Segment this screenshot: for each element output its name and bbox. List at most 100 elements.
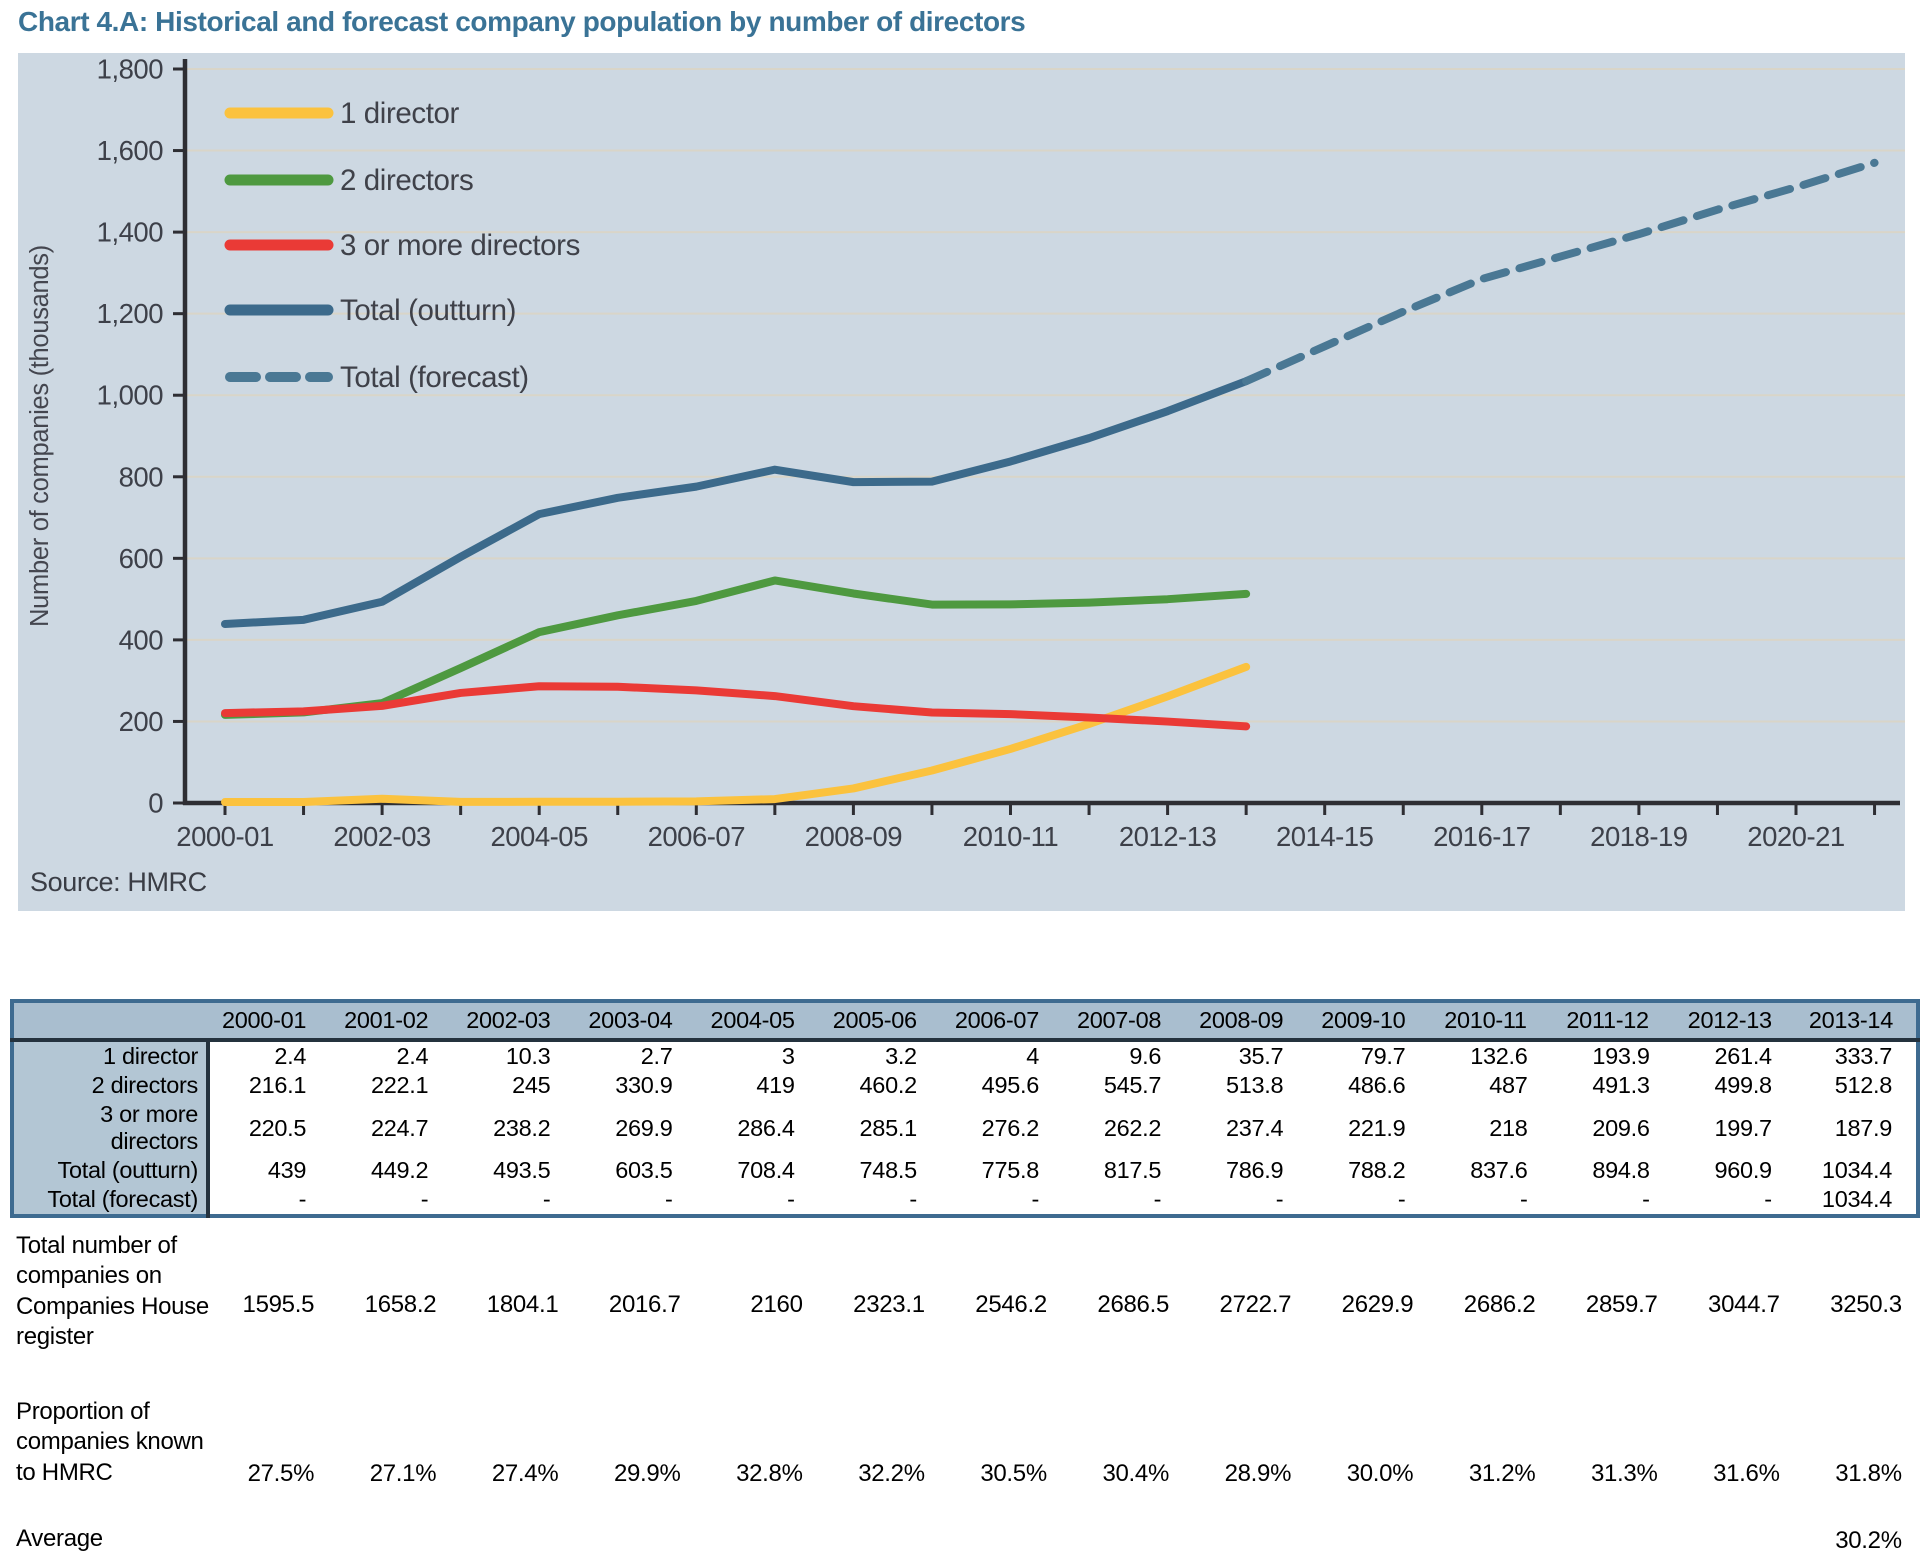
series-3-or-more-directors bbox=[221, 682, 1251, 731]
legend-label: Total (forecast) bbox=[340, 361, 529, 394]
table-row: Total (forecast) - - - - - - - - - - - - -1034.4 bbox=[12, 1185, 1918, 1216]
row-label: 1 director bbox=[12, 1040, 210, 1071]
y-tick-label: 800 bbox=[119, 461, 164, 492]
summary-cell: 31.6% bbox=[1713, 1460, 1780, 1488]
x-tick-label: 2000-01 bbox=[176, 821, 273, 852]
chart-panel: 0 200 400 600 800 1,000 1,200 1,400 1,600 1,800 20… bbox=[18, 53, 1905, 911]
summary-cell: 31.2% bbox=[1468, 1460, 1536, 1488]
table-cell: - bbox=[452, 1185, 575, 1216]
summary-cell: 31.3% bbox=[1590, 1460, 1658, 1488]
table-header-row: 2000-01 2001-02 2002-03 2003-04 2004-05 2005-… bbox=[12, 1001, 1918, 1042]
summary-row-values: 27.5% 27.1% 27.4% 29.9% 32.8% 32.2% 30.5% 30.4%… bbox=[216, 1460, 1926, 1488]
table-cell: 837.6 bbox=[1429, 1156, 1552, 1185]
table-cell: 788.2 bbox=[1307, 1156, 1430, 1185]
table-cell: 2.4 bbox=[208, 1040, 331, 1071]
table-cell: 333.7 bbox=[1795, 1040, 1918, 1071]
series-total-forecast- bbox=[1242, 158, 1879, 386]
summary-cell bbox=[705, 1527, 827, 1555]
row-label: Total (outturn) bbox=[12, 1156, 210, 1185]
summary-cell bbox=[827, 1527, 949, 1555]
table-cell: - bbox=[940, 1185, 1063, 1216]
summary-row: Total number of companies on Companies H… bbox=[10, 1231, 1920, 1353]
summary-cell: 2546.2 bbox=[975, 1290, 1047, 1318]
summary-cell: 3250.3 bbox=[1830, 1290, 1902, 1318]
table-cell: 220.5 bbox=[208, 1100, 331, 1156]
table-cell: 262.2 bbox=[1062, 1100, 1186, 1156]
table-cell: 495.6 bbox=[940, 1071, 1063, 1100]
table-cell: 2.4 bbox=[330, 1040, 453, 1071]
summary-cell bbox=[460, 1527, 582, 1555]
table-cell: - bbox=[1551, 1185, 1674, 1216]
table-cell: 10.3 bbox=[452, 1040, 575, 1071]
table-row: Total (outturn) 439 449.2 493.5 603.5 708.4 74… bbox=[12, 1156, 1918, 1185]
summary-cell bbox=[216, 1527, 338, 1555]
table-cell: 603.5 bbox=[574, 1156, 697, 1185]
column-header: 2009-10 bbox=[1307, 1001, 1430, 1042]
summary-cell bbox=[1193, 1527, 1315, 1555]
column-header: 2012-13 bbox=[1673, 1001, 1796, 1042]
table-cell: 218 bbox=[1429, 1100, 1552, 1156]
table-cell: - bbox=[330, 1185, 453, 1216]
y-tick-label: 1,400 bbox=[97, 217, 164, 248]
summary-cell: 3044.7 bbox=[1708, 1290, 1780, 1318]
summary-cell: 30.2% bbox=[1835, 1526, 1902, 1554]
summary-cell bbox=[1071, 1527, 1193, 1555]
summary-cell bbox=[1315, 1527, 1437, 1555]
table-cell: 487 bbox=[1429, 1071, 1552, 1100]
table-cell: 3 bbox=[696, 1040, 819, 1071]
x-tick-label: 2004-05 bbox=[490, 821, 588, 852]
table-cell: 216.1 bbox=[208, 1071, 331, 1100]
summary-cell: 32.2% bbox=[858, 1460, 925, 1488]
table-cell: 245 bbox=[452, 1071, 575, 1100]
summary-cell bbox=[338, 1527, 460, 1555]
source-note: Source: HMRC bbox=[30, 867, 207, 897]
summary-cell: 2323.1 bbox=[853, 1290, 925, 1318]
summary-row-label: Average bbox=[16, 1525, 103, 1553]
x-tick-label: 2006-07 bbox=[648, 821, 745, 852]
summary-rows: Total number of companies on Companies H… bbox=[10, 1231, 1920, 1555]
table-cell: 2.7 bbox=[574, 1040, 697, 1071]
table-cell: 775.8 bbox=[940, 1156, 1063, 1185]
table-cell: 419 bbox=[696, 1071, 819, 1100]
table-cell: 513.8 bbox=[1185, 1071, 1308, 1100]
legend-label: 2 directors bbox=[340, 164, 473, 197]
summary-row-values: 1595.5 1658.2 1804.1 2016.7 2160 2323.1 2546.2… bbox=[216, 1291, 1926, 1319]
table-cell: 1034.4 bbox=[1795, 1185, 1918, 1216]
summary-row: Average 30.2% bbox=[10, 1524, 1920, 1554]
row-label: 2 directors bbox=[12, 1071, 210, 1100]
y-tick-label: 1,200 bbox=[97, 298, 164, 329]
column-header: 2005-06 bbox=[818, 1001, 941, 1042]
x-tick-label: 2010-11 bbox=[963, 821, 1058, 852]
summary-cell: 27.5% bbox=[247, 1460, 315, 1488]
table-cell: 786.9 bbox=[1185, 1156, 1308, 1185]
series-1-director bbox=[221, 662, 1251, 807]
summary-cell: 27.4% bbox=[491, 1460, 559, 1488]
table-cell: 894.8 bbox=[1551, 1156, 1674, 1185]
table-row: 1 director 2.4 2.4 10.3 2.7 3 3.2 4 9.6 35.7 79.7 1… bbox=[12, 1040, 1918, 1071]
column-header: 2003-04 bbox=[574, 1001, 697, 1042]
y-tick-label: 0 bbox=[148, 788, 163, 819]
summary-cell: 30.0% bbox=[1346, 1460, 1414, 1488]
summary-cell: 2686.2 bbox=[1463, 1290, 1536, 1318]
line-chart: 0 200 400 600 800 1,000 1,200 1,400 1,600 1,800 20… bbox=[26, 54, 1905, 897]
series-total-outturn- bbox=[221, 377, 1251, 628]
y-tick-label: 1,600 bbox=[97, 135, 164, 166]
summary-cell bbox=[1559, 1527, 1681, 1555]
summary-row: Proportion of companies known to HMRC 27.… bbox=[10, 1397, 1920, 1488]
table-cell: 499.8 bbox=[1673, 1071, 1796, 1100]
table-cell: - bbox=[818, 1185, 941, 1216]
y-tick-label: 600 bbox=[119, 543, 164, 574]
table-cell: 222.1 bbox=[330, 1071, 453, 1100]
table-row: 3 or more directors 220.5 224.7 238.2 269.9 2… bbox=[12, 1100, 1918, 1156]
summary-cell: 32.8% bbox=[736, 1460, 803, 1488]
table-cell: - bbox=[574, 1185, 697, 1216]
table-cell: - bbox=[1062, 1185, 1186, 1216]
x-tick-label: 2012-13 bbox=[1119, 821, 1217, 852]
table-cell: - bbox=[696, 1185, 819, 1216]
table-cell: 9.6 bbox=[1062, 1040, 1186, 1071]
x-tick-label: 2018-19 bbox=[1590, 821, 1687, 852]
table-cell: - bbox=[1429, 1185, 1552, 1216]
y-tick-label: 400 bbox=[119, 624, 164, 655]
summary-cell: 2859.7 bbox=[1585, 1290, 1658, 1318]
y-tick-label: 1,000 bbox=[97, 380, 164, 411]
